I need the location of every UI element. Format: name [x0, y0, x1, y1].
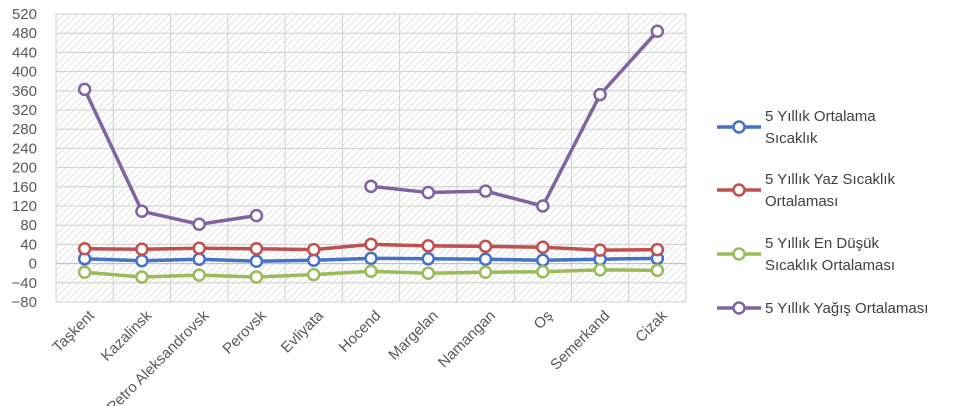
- x-tick-label: Semerkand: [547, 307, 613, 373]
- legend-marker: [732, 247, 746, 261]
- legend-marker: [732, 120, 746, 134]
- legend-label: 5 Yıllık Yağış Ortalaması: [765, 300, 928, 317]
- data-point: [77, 82, 92, 97]
- y-tick-label: 40: [20, 236, 37, 253]
- data-point: [364, 237, 378, 252]
- data-point: [478, 265, 493, 279]
- y-tick-label: 320: [12, 102, 37, 119]
- legend-entry: 5 Yıllık En Düşük Sıcaklık Ortalaması: [717, 235, 895, 274]
- y-tick-label: 200: [12, 160, 37, 177]
- y-tick-label: 80: [20, 217, 37, 234]
- data-point: [478, 252, 493, 267]
- data-point: [249, 208, 264, 223]
- legend-entry: 5 Yıllık Yaz Sıcaklık Ortalaması: [717, 171, 896, 210]
- gridlines: [55, 13, 687, 303]
- series-group: [77, 237, 665, 257]
- x-tick-label: Taşkent: [49, 307, 98, 356]
- data-point: [135, 270, 149, 284]
- data-point: [249, 241, 264, 256]
- y-tick-label: 440: [12, 44, 37, 61]
- data-point: [650, 24, 665, 39]
- x-tick-label: Petro Aleksandrovsk: [104, 307, 213, 406]
- x-tick-label: Evliyata: [278, 307, 328, 357]
- x-tick-label: Margelan: [385, 307, 441, 363]
- data-point: [249, 254, 264, 268]
- y-tick-label: 360: [12, 83, 37, 100]
- data-point: [306, 267, 321, 282]
- data-point: [135, 242, 149, 256]
- x-tick-label: Cizak: [632, 307, 671, 346]
- data-point: [306, 242, 321, 257]
- data-point: [593, 263, 607, 277]
- data-point: [77, 241, 92, 256]
- data-point: [478, 239, 493, 254]
- data-point: [192, 252, 206, 267]
- legend-label: Ortalaması: [765, 193, 838, 210]
- data-point: [536, 240, 550, 255]
- series-group: [77, 251, 665, 268]
- data-point: [364, 179, 378, 194]
- y-tick-label: 480: [12, 25, 37, 42]
- y-tick-label: 520: [12, 6, 37, 23]
- y-tick-label: 160: [12, 179, 37, 196]
- data-point: [135, 204, 149, 219]
- legend-label: Sıcaklık: [765, 130, 818, 147]
- y-tick-label: 0: [29, 256, 37, 273]
- data-point: [650, 263, 665, 278]
- series-group: [77, 24, 665, 231]
- x-tick-label: Perovsk: [219, 307, 270, 358]
- data-point: [421, 252, 436, 266]
- data-point: [77, 265, 92, 279]
- data-point: [593, 87, 607, 102]
- x-tick-label: Oş: [531, 307, 557, 333]
- data-point: [421, 239, 436, 253]
- data-point: [135, 253, 149, 268]
- data-point: [249, 270, 264, 284]
- data-point: [192, 268, 206, 282]
- legend: 5 Yıllık Ortalama Sıcaklık 5 Yıllık Yaz Sı…: [717, 108, 928, 317]
- legend-label: 5 Yıllık Ortalama: [765, 108, 876, 125]
- data-point: [192, 217, 206, 231]
- data-point: [650, 242, 665, 257]
- y-tick-label: −40: [12, 275, 37, 292]
- legend-label: 5 Yıllık En Düşük: [765, 235, 879, 252]
- data-point: [536, 265, 550, 279]
- data-point: [536, 199, 550, 213]
- data-point: [421, 266, 436, 280]
- y-tick-label: −80: [12, 294, 37, 311]
- x-tick-label: Kazalinsk: [98, 307, 156, 365]
- x-tick-label: Namangan: [435, 307, 499, 371]
- y-tick-label: 280: [12, 121, 37, 138]
- data-point: [364, 264, 378, 279]
- y-tick-label: 400: [12, 64, 37, 81]
- x-tick-label: Hocend: [336, 307, 385, 356]
- y-tick-label: 120: [12, 198, 37, 215]
- data-point: [478, 184, 493, 198]
- legend-entry: 5 Yıllık Ortalama Sıcaklık: [717, 108, 876, 147]
- legend-label: 5 Yıllık Yaz Sıcaklık: [765, 171, 896, 188]
- series-line: [370, 30, 659, 208]
- series-line: [83, 88, 257, 226]
- series-layer: [77, 24, 665, 284]
- y-axis-ticks: −80 −40 0 40 80 120 160 200 240 280 320 360 400 440 48…: [12, 6, 37, 311]
- data-point: [192, 241, 206, 255]
- data-point: [536, 253, 550, 267]
- y-tick-label: 240: [12, 140, 37, 157]
- data-point: [421, 185, 436, 200]
- series-group: [77, 263, 665, 284]
- data-point: [593, 243, 607, 257]
- legend-marker: [732, 301, 746, 315]
- legend-marker: [732, 183, 746, 197]
- legend-label: Sıcaklık Ortalaması: [765, 257, 895, 274]
- legend-entry: 5 Yıllık Yağış Ortalaması: [717, 300, 928, 317]
- data-point: [364, 251, 378, 266]
